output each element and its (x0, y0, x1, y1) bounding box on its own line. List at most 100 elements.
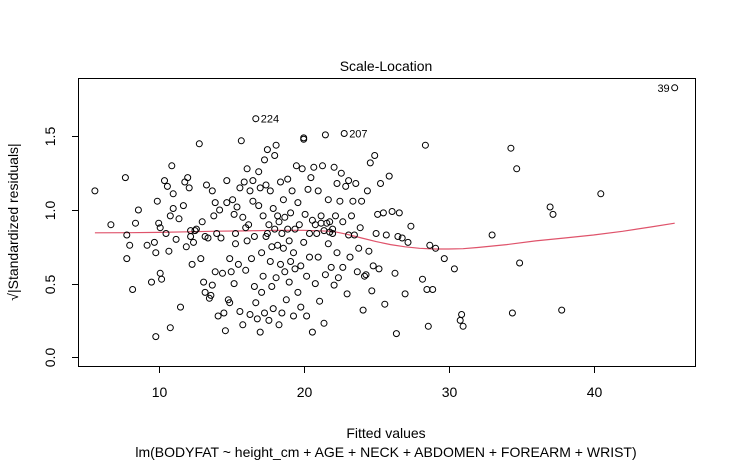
data-point (349, 197, 357, 205)
data-point (201, 288, 209, 296)
data-point (217, 234, 225, 242)
data-point (507, 144, 515, 152)
data-point (290, 249, 297, 257)
data-point (256, 184, 264, 192)
data-point (516, 259, 524, 267)
x-axis-label: Fitted values (346, 425, 425, 441)
data-point (208, 281, 216, 289)
data-point (303, 272, 311, 280)
data-point (232, 230, 239, 237)
data-point (259, 212, 267, 220)
data-point (391, 269, 399, 277)
smooth-line-layer (94, 222, 675, 250)
data-point (321, 271, 329, 279)
data-point (211, 199, 219, 207)
data-point (249, 177, 257, 185)
data-point (324, 240, 332, 248)
data-point (329, 225, 337, 233)
data-point (207, 291, 215, 299)
data-point (152, 249, 160, 257)
data-point (306, 253, 313, 261)
data-point (488, 231, 496, 239)
data-point (308, 328, 316, 336)
data-point (166, 324, 174, 332)
data-point (252, 115, 260, 123)
data-point (256, 328, 264, 336)
data-point (214, 312, 222, 320)
data-point (240, 178, 248, 186)
point-label: 39 (657, 83, 669, 95)
data-point (126, 241, 134, 249)
data-point (394, 233, 402, 240)
data-point (374, 210, 382, 218)
data-point (197, 255, 205, 263)
data-point (275, 321, 283, 329)
data-point (223, 199, 231, 207)
data-point (245, 221, 253, 229)
data-point (337, 169, 345, 177)
data-point (271, 225, 279, 233)
data-point (161, 177, 168, 185)
data-point (365, 247, 373, 255)
data-point (129, 286, 137, 293)
data-point (423, 286, 431, 293)
data-point (169, 205, 177, 212)
data-point (358, 197, 366, 205)
data-point (227, 268, 235, 276)
data-point (156, 269, 164, 277)
data-point (200, 278, 208, 286)
data-point (195, 140, 203, 148)
data-point (363, 187, 371, 195)
data-point (290, 312, 297, 320)
data-point (308, 216, 316, 224)
data-point (343, 290, 351, 298)
x-tick-label: 10 (152, 384, 168, 400)
data-point (432, 244, 440, 252)
data-point (307, 174, 315, 182)
data-point (274, 241, 282, 249)
data-point (223, 177, 231, 185)
data-point (265, 316, 273, 324)
data-point (185, 184, 193, 192)
data-point (246, 187, 254, 195)
point-label: 224 (261, 114, 279, 126)
data-point (291, 225, 299, 233)
data-point (166, 212, 174, 220)
data-point (152, 333, 160, 341)
data-point (175, 215, 183, 223)
data-point (330, 281, 338, 289)
data-point (153, 197, 161, 205)
data-point (317, 219, 325, 227)
y-axis: 0.0 0.5 1.0 1.5 (42, 127, 79, 367)
data-point (377, 180, 384, 187)
data-point (385, 172, 393, 180)
data-point (232, 240, 239, 248)
data-point (239, 213, 247, 221)
data-point (440, 255, 448, 263)
data-point (263, 146, 271, 154)
data-point (284, 175, 292, 183)
data-point (300, 238, 308, 246)
data-point (261, 156, 268, 164)
data-point (272, 274, 280, 282)
data-point (513, 165, 521, 173)
data-point (243, 237, 251, 245)
data-point (456, 316, 464, 324)
data-point (314, 253, 322, 261)
data-point (348, 212, 355, 220)
data-point (334, 274, 342, 282)
data-point (198, 218, 206, 226)
data-point (350, 231, 358, 239)
data-point (392, 330, 400, 338)
chart-title: Scale-Location (340, 58, 433, 74)
data-point (262, 181, 270, 189)
data-point (248, 255, 255, 263)
data-point (319, 162, 326, 170)
data-point (221, 327, 229, 335)
data-point (266, 187, 274, 195)
x-tick-label: 30 (442, 384, 458, 400)
data-point (277, 260, 284, 268)
data-point (450, 265, 458, 273)
data-point (182, 243, 190, 251)
